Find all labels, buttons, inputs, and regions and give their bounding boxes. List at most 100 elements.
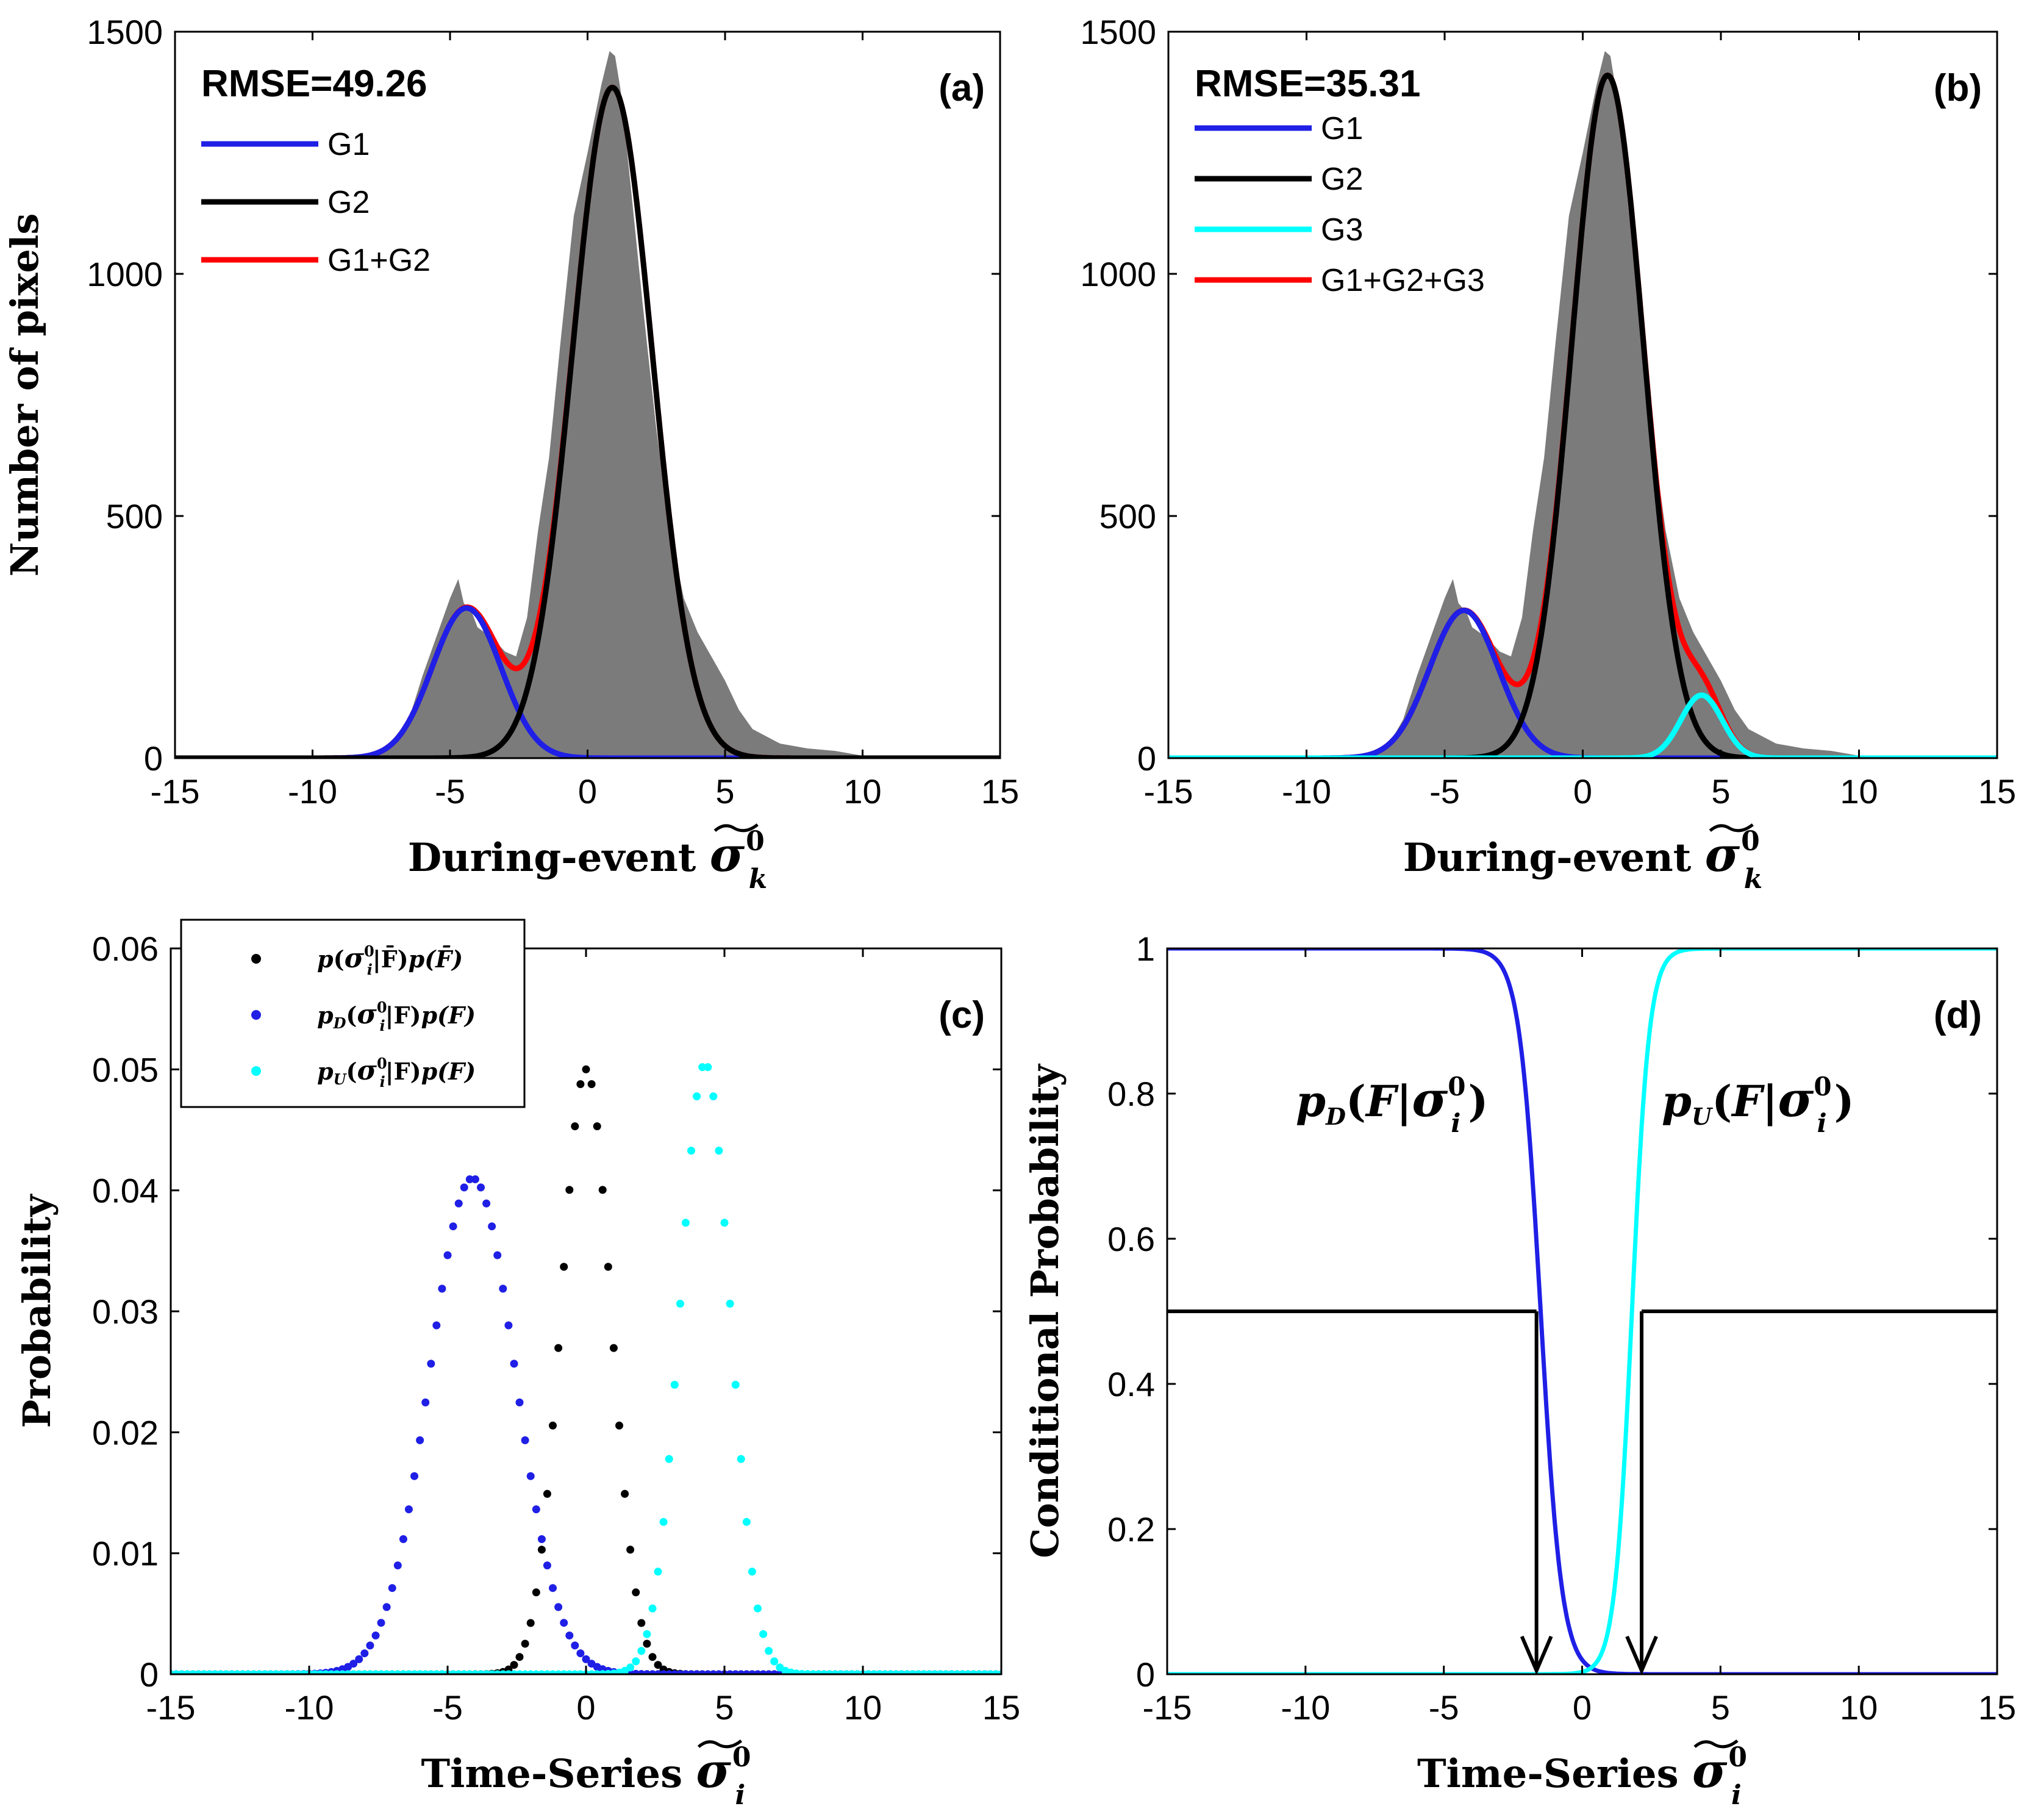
scatter-point <box>471 1175 479 1183</box>
scatter-point <box>670 1380 679 1389</box>
scatter-point <box>521 1639 529 1648</box>
xlabel-symbol: σ <box>710 827 745 883</box>
legend: p(σ0 i|F̄)p(F̄)pD(σ0 i|F)p(F)pU(σ0 i|F)p(F) <box>180 919 526 1108</box>
tilde-mark <box>1709 823 1754 833</box>
scatter-point <box>410 1472 418 1480</box>
scatter-point <box>371 1632 380 1639</box>
xlabel-symbol: σ <box>1705 827 1740 883</box>
scatter-point <box>654 1661 662 1669</box>
entry-sup: 0 <box>364 942 374 960</box>
scatter-point <box>593 1122 601 1131</box>
plot-area <box>1168 51 1997 758</box>
scatter-point <box>449 1222 457 1231</box>
scatter-point <box>349 1660 358 1668</box>
panel-c: -15 -10 -5 0 5 10 15 0 0.01 0.02 0.03 0.04 0.05 0.06 (… <box>15 919 1020 1811</box>
xlabel-prefix: Time-Series <box>1417 1751 1692 1797</box>
scatter-point <box>759 1630 768 1638</box>
cl-f: F <box>1731 1076 1765 1127</box>
x-tick-label: -15 <box>146 1688 196 1727</box>
panel-label: (d) <box>1934 994 1982 1036</box>
x-tick-label: -10 <box>1281 1688 1330 1727</box>
x-tick-label: -10 <box>1282 772 1331 811</box>
legend-entry: p(σ0 i|F̄)p(F̄) <box>317 942 463 978</box>
cl-bar: | <box>1762 1076 1778 1127</box>
scatter-point <box>715 1147 723 1155</box>
xlabel-sub: k <box>749 864 768 895</box>
panel-label: (b) <box>1934 67 1982 109</box>
tilde-mark <box>1693 1739 1739 1749</box>
x-tick-label: 15 <box>982 1688 1020 1727</box>
scatter-point <box>681 1219 690 1227</box>
x-tick-label: 10 <box>844 1688 882 1727</box>
scatter-point <box>549 1584 557 1592</box>
x-axis-label: Time-Series σ0 i <box>1417 1742 1747 1811</box>
scatter-point <box>571 1641 579 1650</box>
cl-subi: i <box>1817 1108 1827 1138</box>
scatter-point <box>554 1344 563 1352</box>
entry-mid: |F) <box>385 1001 421 1029</box>
scatter-point <box>643 1639 651 1648</box>
y-tick-label: 0 <box>1136 1655 1155 1694</box>
scatter-point <box>659 1517 668 1526</box>
entry-sigma: σ <box>357 1055 377 1086</box>
cl-sup: 0 <box>1448 1072 1465 1102</box>
scatter-point <box>643 1630 651 1638</box>
y-tick-label: 0.6 <box>1107 1220 1155 1258</box>
entry-subi: i <box>380 1017 385 1034</box>
histogram-area <box>1168 51 1997 758</box>
scatter-point <box>587 1080 596 1088</box>
scatter-point <box>377 1619 385 1627</box>
scatter-point <box>510 1661 518 1669</box>
legend-marker <box>251 1066 261 1076</box>
legend-label: G1 <box>327 127 370 162</box>
x-axis-label: Time-Series σ0 i <box>421 1742 751 1811</box>
x-tick-label: 5 <box>1711 1688 1730 1727</box>
scatter-point <box>543 1489 551 1498</box>
scatter-point <box>532 1505 540 1514</box>
scatter-point <box>460 1183 468 1192</box>
x-tick-label: -15 <box>151 772 200 811</box>
scatter-point <box>565 1186 574 1194</box>
xlabel-prefix: Time-Series <box>421 1751 696 1797</box>
y-tick-label: 1000 <box>1080 255 1156 293</box>
x-tick-label: 10 <box>843 772 881 811</box>
cl-sigma: σ <box>1778 1070 1814 1128</box>
legend-box <box>180 919 526 1108</box>
plot-area <box>171 1063 1001 1674</box>
scatter-point <box>648 1604 657 1613</box>
scatter-point <box>465 1175 474 1183</box>
entry-mid: |F) <box>385 1058 421 1085</box>
scatter-series-1 <box>171 1175 1001 1674</box>
xlabel-sub: i <box>735 1780 746 1811</box>
scatter-point <box>526 1619 535 1627</box>
scatter-point <box>399 1535 407 1543</box>
legend-label: G3 <box>1321 212 1363 248</box>
x-tick-label: 5 <box>1711 772 1730 811</box>
y-tick-label: 0.8 <box>1107 1075 1155 1113</box>
rmse-annotation: RMSE=49.26 <box>201 63 427 105</box>
y-axis-label: Number of pixels <box>2 213 47 577</box>
scatter-point <box>748 1567 756 1576</box>
arrow-head-0 <box>1520 1635 1553 1675</box>
series-line-g2 <box>1168 73 1997 758</box>
scatter-point <box>693 1092 701 1100</box>
scatter-point <box>654 1567 662 1576</box>
cl-sub: U <box>1692 1103 1714 1130</box>
scatter-point <box>537 1535 546 1543</box>
y-tick-label: 1500 <box>1080 13 1156 51</box>
scatter-series-0 <box>171 1065 1001 1674</box>
series-line-g2 <box>175 84 1000 758</box>
scatter-point <box>510 1360 518 1368</box>
legend-entry: pU(σ0 i|F)p(F) <box>317 1055 476 1091</box>
xlabel-prefix: During-event <box>408 835 710 881</box>
scatter-point <box>626 1663 635 1672</box>
scatter-point <box>382 1603 391 1611</box>
conditional-curve-D <box>1167 948 1997 1674</box>
entry-sub: U <box>334 1070 348 1088</box>
scatter-point <box>355 1655 363 1663</box>
scatter-point <box>582 1655 590 1663</box>
scatter-point <box>427 1360 435 1368</box>
scatter-point <box>637 1647 646 1655</box>
scatter-point <box>726 1300 734 1308</box>
xlabel-sup: 0 <box>732 1742 751 1773</box>
